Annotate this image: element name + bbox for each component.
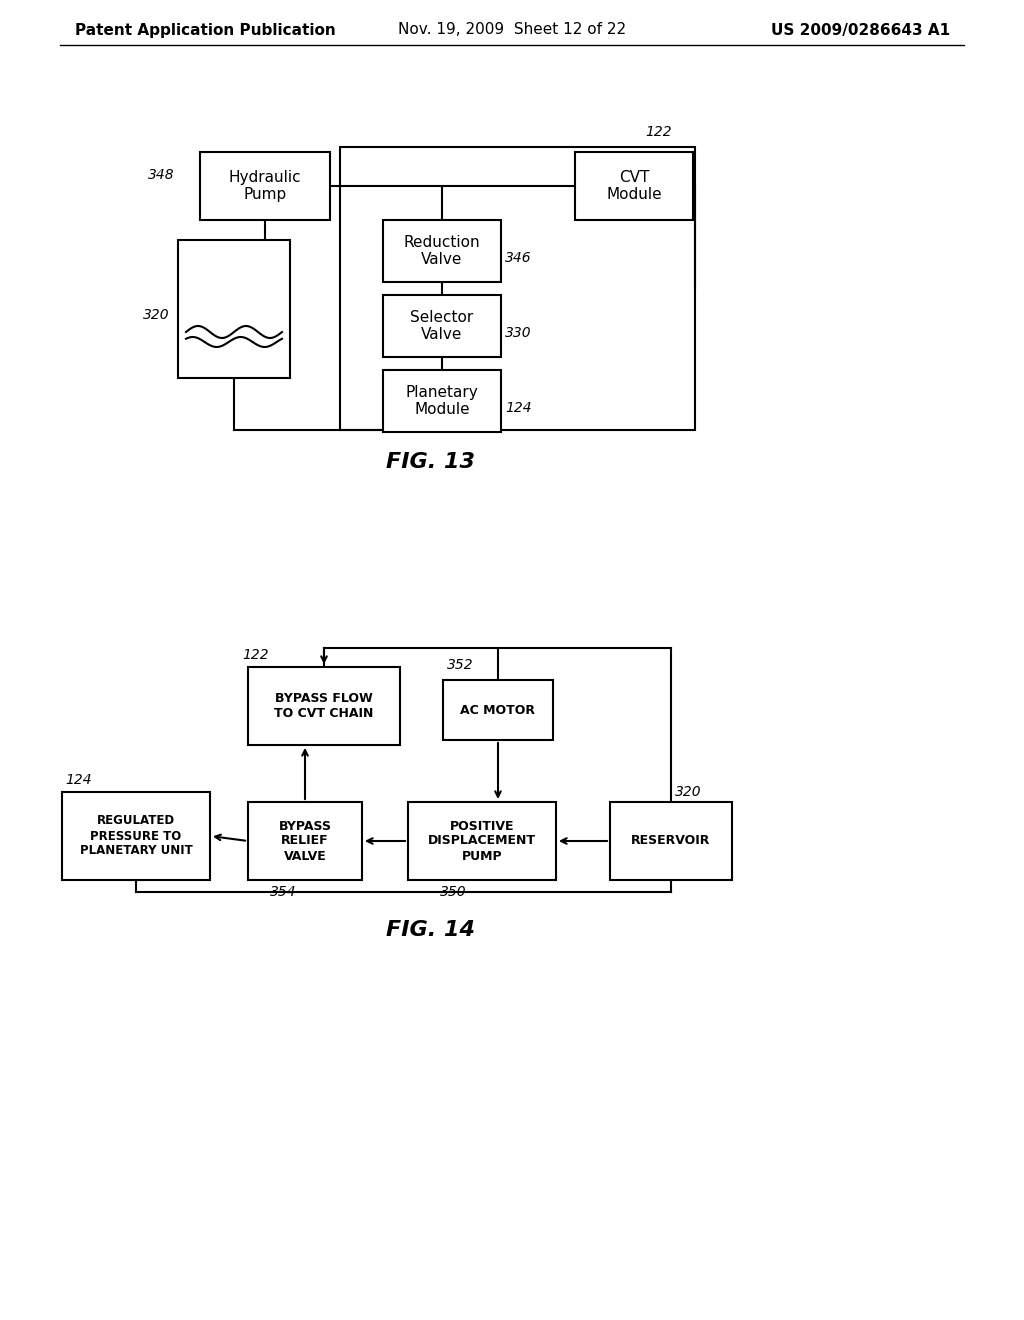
Text: Patent Application Publication: Patent Application Publication bbox=[75, 22, 336, 37]
FancyBboxPatch shape bbox=[200, 152, 330, 220]
Text: 122: 122 bbox=[645, 125, 672, 139]
Text: BYPASS
RELIEF
VALVE: BYPASS RELIEF VALVE bbox=[279, 820, 332, 862]
FancyBboxPatch shape bbox=[408, 803, 556, 880]
Text: 354: 354 bbox=[270, 884, 297, 899]
Text: US 2009/0286643 A1: US 2009/0286643 A1 bbox=[771, 22, 950, 37]
Text: Reduction
Valve: Reduction Valve bbox=[403, 235, 480, 267]
Text: 350: 350 bbox=[440, 884, 467, 899]
Text: 124: 124 bbox=[65, 774, 91, 787]
Text: 346: 346 bbox=[505, 251, 531, 265]
FancyBboxPatch shape bbox=[178, 240, 290, 378]
Text: Nov. 19, 2009  Sheet 12 of 22: Nov. 19, 2009 Sheet 12 of 22 bbox=[398, 22, 626, 37]
FancyBboxPatch shape bbox=[383, 370, 501, 432]
Text: 320: 320 bbox=[143, 308, 170, 322]
Text: FIG. 13: FIG. 13 bbox=[385, 451, 474, 473]
Text: RESERVOIR: RESERVOIR bbox=[632, 834, 711, 847]
Text: FIG. 14: FIG. 14 bbox=[385, 920, 474, 940]
FancyBboxPatch shape bbox=[383, 220, 501, 282]
Text: CVT
Module: CVT Module bbox=[606, 170, 662, 202]
FancyBboxPatch shape bbox=[443, 680, 553, 741]
Text: AC MOTOR: AC MOTOR bbox=[461, 704, 536, 717]
Text: Selector
Valve: Selector Valve bbox=[411, 310, 474, 342]
Text: REGULATED
PRESSURE TO
PLANETARY UNIT: REGULATED PRESSURE TO PLANETARY UNIT bbox=[80, 814, 193, 858]
Text: 320: 320 bbox=[675, 785, 701, 799]
FancyBboxPatch shape bbox=[383, 294, 501, 356]
Text: BYPASS FLOW
TO CVT CHAIN: BYPASS FLOW TO CVT CHAIN bbox=[274, 692, 374, 719]
FancyBboxPatch shape bbox=[610, 803, 732, 880]
FancyBboxPatch shape bbox=[248, 667, 400, 744]
FancyBboxPatch shape bbox=[575, 152, 693, 220]
FancyBboxPatch shape bbox=[62, 792, 210, 880]
Text: 348: 348 bbox=[148, 168, 175, 182]
Text: POSITIVE
DISPLACEMENT
PUMP: POSITIVE DISPLACEMENT PUMP bbox=[428, 820, 536, 862]
Text: 124: 124 bbox=[505, 401, 531, 414]
Text: 352: 352 bbox=[447, 657, 474, 672]
Text: 330: 330 bbox=[505, 326, 531, 341]
Text: 122: 122 bbox=[242, 648, 268, 663]
FancyBboxPatch shape bbox=[248, 803, 362, 880]
Text: Hydraulic
Pump: Hydraulic Pump bbox=[228, 170, 301, 202]
Text: Planetary
Module: Planetary Module bbox=[406, 385, 478, 417]
